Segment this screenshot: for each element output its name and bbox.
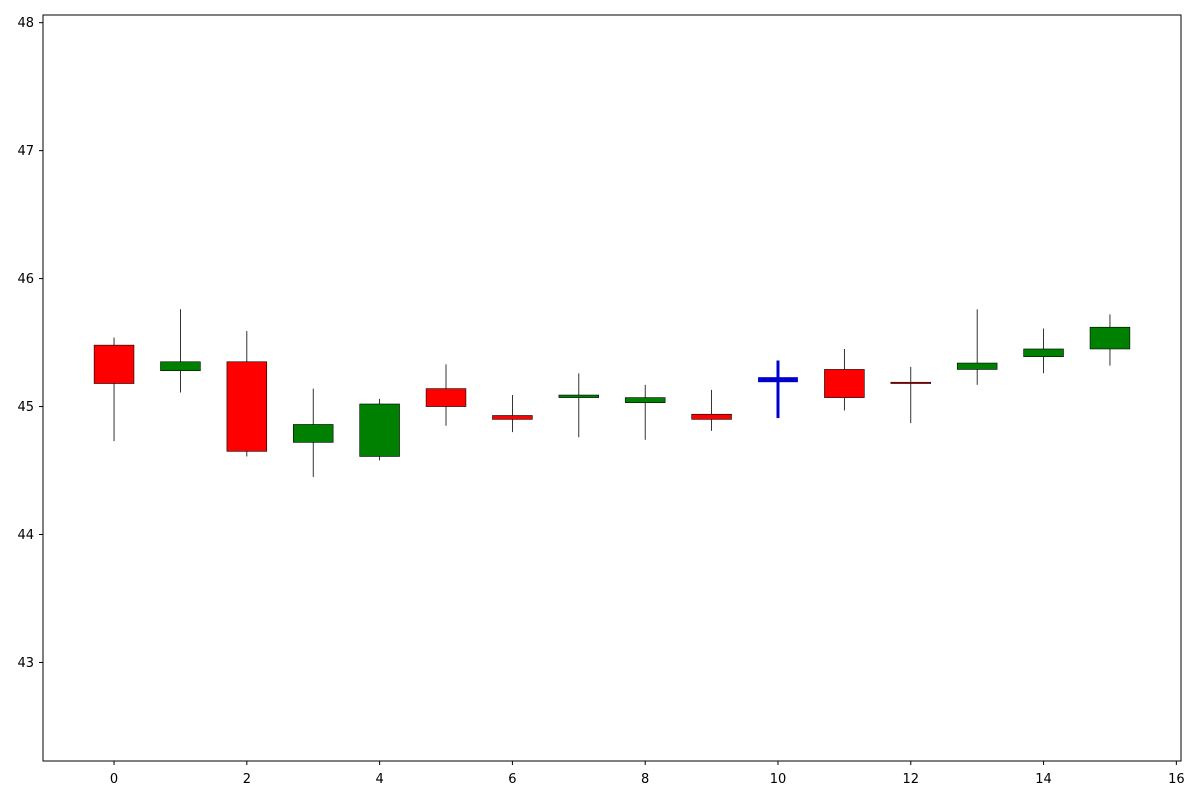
candle-body-7	[558, 394, 600, 398]
candle-11	[824, 348, 865, 411]
x-axis: 0 2 4 6 8 10 12 14 16	[110, 761, 1185, 787]
candle-body-14	[1023, 348, 1064, 357]
candle-body-10	[758, 377, 798, 383]
x-tick-label-12: 12	[903, 772, 920, 787]
candle-10	[758, 360, 798, 419]
y-tick-label-45: 45	[17, 400, 34, 415]
plot-background	[43, 15, 1181, 761]
candle-body-0	[93, 344, 135, 384]
y-tick-label-44: 44	[17, 528, 34, 543]
x-tick-label-14: 14	[1035, 772, 1052, 787]
candle-13	[956, 309, 998, 385]
candles-layer	[93, 309, 1131, 477]
x-tick-label-0: 0	[110, 772, 118, 787]
candle-body-2	[226, 361, 268, 452]
candle-body-11	[824, 369, 865, 398]
x-tick-label-16: 16	[1168, 772, 1185, 787]
candle-9	[691, 389, 732, 431]
x-tick-label-8: 8	[641, 772, 649, 787]
x-tick-label-10: 10	[770, 772, 787, 787]
y-tick-label-46: 46	[17, 272, 34, 287]
candle-0	[93, 337, 135, 442]
candle-8	[624, 384, 666, 440]
candle-3	[293, 388, 334, 477]
candle-body-1	[160, 361, 201, 372]
y-axis: 43 44 45 46 47 48	[17, 16, 43, 671]
plot-frame	[42, 14, 1182, 762]
candle-14	[1023, 328, 1064, 374]
x-tick-label-2: 2	[243, 772, 251, 787]
y-tick-label-47: 47	[17, 144, 34, 159]
candle-body-4	[359, 403, 400, 457]
x-tick-label-4: 4	[375, 772, 383, 787]
candle-15	[1089, 314, 1131, 366]
candle-body-3	[293, 424, 334, 443]
candle-body-5	[425, 388, 467, 407]
x-tick-label-6: 6	[508, 772, 516, 787]
candle-body-6	[492, 415, 533, 420]
candle-body-9	[691, 413, 732, 420]
candle-6	[492, 395, 533, 433]
candle-1	[160, 309, 201, 393]
candle-2	[226, 331, 268, 457]
candle-4	[359, 398, 400, 461]
candle-12	[890, 366, 931, 424]
y-tick-label-43: 43	[17, 656, 34, 671]
candle-7	[558, 373, 600, 438]
candle-body-8	[624, 397, 666, 404]
candle-body-15	[1089, 326, 1131, 350]
candle-5	[425, 364, 467, 426]
y-tick-label-48: 48	[17, 16, 34, 31]
candle-body-13	[956, 362, 998, 370]
candle-body-12	[890, 381, 931, 384]
